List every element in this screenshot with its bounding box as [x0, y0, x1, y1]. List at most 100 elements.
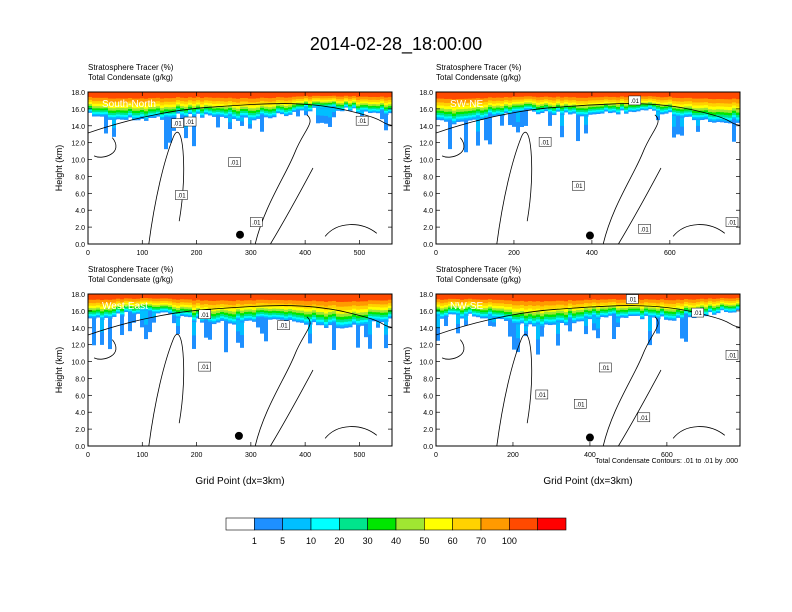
contour-label-box [355, 115, 369, 126]
contour-label-box [572, 180, 585, 191]
x-tick-label: 100 [136, 452, 148, 459]
panel-label: West-East [102, 301, 148, 312]
y-tick-label: 16.0 [419, 107, 433, 114]
contour-label: .01 [728, 221, 737, 227]
variable-label: Total Condensate (g/kg) [88, 73, 173, 82]
contour-label-box [171, 118, 184, 128]
y-tick-label: 2.0 [75, 427, 85, 434]
contour-label: .01 [252, 221, 261, 227]
contour-line [672, 426, 726, 439]
contour-line [148, 131, 185, 244]
y-tick-label: 14.0 [419, 124, 433, 131]
x-tick-label: 100 [136, 250, 148, 257]
contour-label: .01 [640, 416, 649, 422]
colorbar-swatch [395, 517, 425, 531]
contour-line [436, 103, 740, 134]
contour-label: .01 [186, 120, 195, 126]
colorbar-label: 10 [306, 536, 316, 546]
variable-label: Stratosphere Tracer (%) [88, 63, 174, 72]
contour-note: Total Condensate Contours: .01 to .01 by… [595, 458, 738, 465]
x-tick-label: 500 [354, 250, 366, 257]
y-tick-label: 6.0 [423, 393, 433, 400]
contour-line [602, 114, 659, 244]
contour-line [441, 339, 465, 360]
y-axis-label: Height (km) [402, 145, 412, 192]
y-tick-label: 14.0 [419, 326, 433, 333]
variable-label: Stratosphere Tracer (%) [436, 63, 522, 72]
y-tick-label: 12.0 [419, 141, 433, 148]
y-tick-label: 6.0 [75, 393, 85, 400]
y-tick-label: 8.0 [423, 376, 433, 383]
x-tick-label: 200 [508, 250, 520, 257]
y-tick-label: 12.0 [71, 141, 85, 148]
x-tick-label: 500 [354, 452, 366, 459]
colorbar-swatch [367, 517, 397, 531]
contour-line [148, 333, 185, 446]
colorbar-label: 100 [502, 536, 517, 546]
figure-title: 2014-02-28_18:00:00 [310, 34, 482, 55]
colorbar-label: 1 [252, 536, 257, 546]
x-tick-label: 400 [299, 452, 311, 459]
contour-label-box [250, 217, 263, 227]
colorbar-label: 40 [391, 536, 401, 546]
location-marker [585, 433, 594, 442]
contour-line [88, 305, 392, 336]
panel-label: SW-NE [450, 99, 483, 110]
colorbar-label: 30 [363, 536, 373, 546]
y-tick-label: 4.0 [423, 208, 433, 215]
contour-label: .01 [358, 119, 367, 125]
y-tick-label: 18.0 [71, 292, 85, 299]
filled-field [436, 294, 740, 446]
location-marker [585, 231, 594, 240]
y-tick-label: 0.0 [423, 242, 433, 249]
contour-label-box [277, 320, 290, 330]
panel: Stratosphere Tracer (%)Total Condensate … [54, 265, 393, 487]
x-tick-label: 600 [661, 452, 673, 459]
colorbar: 1 5 10 20 30 40 50 60 70 100 [225, 517, 567, 546]
contour-label: .01 [631, 99, 640, 105]
contour-label-box [228, 157, 241, 167]
y-tick-label: 16.0 [71, 309, 85, 316]
contour-label-box [637, 412, 651, 423]
y-tick-label: 4.0 [423, 410, 433, 417]
contour-line [254, 114, 311, 244]
contour-line [672, 224, 726, 237]
y-tick-label: 0.0 [75, 242, 85, 249]
contour-line [496, 333, 533, 446]
contour-line [602, 316, 659, 446]
contour-label-box [725, 217, 739, 227]
variable-label: Stratosphere Tracer (%) [436, 265, 522, 274]
contour-label-box [535, 389, 549, 400]
plot-frame [87, 293, 393, 447]
colorbar-label: 70 [476, 536, 486, 546]
colorbar-swatch [424, 517, 453, 531]
contour-line [324, 224, 378, 237]
colorbar-label: 20 [334, 536, 344, 546]
y-tick-label: 18.0 [419, 292, 433, 299]
y-tick-label: 12.0 [419, 343, 433, 350]
contour-line [496, 131, 533, 244]
x-tick-label: 0 [86, 452, 90, 459]
contour-lines [88, 305, 392, 446]
x-tick-label: 600 [664, 250, 676, 257]
contour-label-box [198, 361, 211, 372]
contour-label: .01 [177, 194, 186, 200]
x-tick-label: 400 [586, 250, 598, 257]
contour-line [270, 167, 314, 244]
y-tick-label: 14.0 [71, 124, 85, 131]
contour-line [618, 167, 662, 244]
colorbar-label: 5 [280, 536, 285, 546]
contour-line [618, 369, 662, 446]
x-tick-label: 0 [86, 250, 90, 257]
x-tick-label: 300 [245, 452, 257, 459]
colorbar-swatch [339, 517, 368, 531]
x-tick-label: 400 [584, 452, 596, 459]
contour-label: .01 [279, 324, 288, 330]
contour-label-box [725, 350, 739, 360]
y-tick-label: 18.0 [71, 90, 85, 97]
x-tick-label: 300 [245, 250, 257, 257]
variable-label: Total Condensate (g/kg) [436, 275, 521, 284]
contour-label-box [538, 137, 552, 147]
plot-frame [435, 293, 741, 447]
contour-label: .01 [538, 393, 547, 399]
